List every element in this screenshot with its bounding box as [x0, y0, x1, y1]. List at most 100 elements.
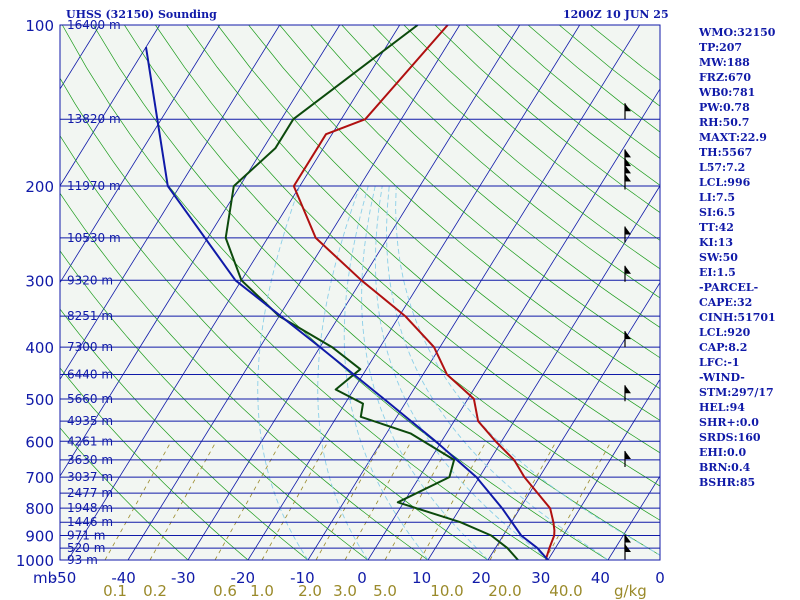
mixing-ratio-line [544, 441, 612, 560]
sounding-index-item: BSHR:85 [699, 476, 756, 489]
isotherm-line [67, 25, 401, 560]
pressure-tick-label: 300 [25, 272, 54, 290]
temperature-tick-label: -10 [290, 569, 315, 587]
mixing-ratio-line [149, 441, 217, 560]
sounding-index-item: CINH:51701 [699, 311, 776, 324]
mixing-ratio-label: 20.0 [488, 582, 521, 600]
height-label: 1948 m [67, 501, 113, 515]
temperature-tick-label: 30 [531, 569, 550, 587]
plot-area [60, 25, 660, 560]
wind-barb-flag [625, 544, 631, 552]
sounding-index-item: -PARCEL- [699, 281, 759, 294]
temperature-tick-label: 0 [655, 569, 665, 587]
mixing-ratio-line [384, 441, 452, 560]
temperature-tick-label: -50 [52, 569, 77, 587]
height-label: 1446 m [67, 515, 113, 529]
sounding-index-item: HEL:94 [699, 401, 745, 414]
wind-barb-flag [625, 331, 631, 340]
mixing-ratio-unit-label: g/kg [614, 582, 647, 600]
sounding-index-item: TH:5567 [699, 146, 753, 159]
wind-barb-flag [625, 158, 631, 167]
sounding-index-item: STM:297/17 [699, 386, 774, 399]
wind-barb-layer [624, 103, 631, 560]
sounding-index-item: WMO:32150 [699, 26, 776, 39]
pressure-tick-label: 700 [25, 469, 54, 487]
height-label: 5660 m [67, 392, 113, 406]
wind-barb-flag [625, 165, 631, 174]
wind-barb-flag [625, 173, 631, 182]
mixing-ratio-label: 5.0 [373, 582, 397, 600]
sounding-index-item: BRN:0.4 [699, 461, 751, 474]
mixing-ratio-line [261, 441, 329, 560]
sounding-index-item: SI:6.5 [699, 206, 736, 219]
height-label: 7300 m [67, 340, 113, 354]
temperature-tick-label: 20 [472, 569, 491, 587]
wind-barb-flag [625, 385, 631, 394]
dewpoint-profile [224, 25, 519, 560]
temperature-profile [292, 25, 556, 558]
mixing-ratio-label: 10.0 [430, 582, 463, 600]
mixing-ratio-line [315, 441, 383, 560]
isotherm-line [187, 25, 521, 560]
sounding-index-item: LCL:996 [699, 176, 751, 189]
sounding-index-item: TP:207 [699, 41, 743, 54]
isotherm-line [60, 25, 341, 477]
temperature-tick-label: -20 [231, 569, 256, 587]
sounding-index-item: L57:7.2 [699, 161, 746, 174]
height-label: 9320 m [67, 273, 113, 287]
wind-barb-flag [625, 103, 631, 112]
sounding-index-item: MAXT:22.9 [699, 131, 767, 144]
height-label: 4261 m [67, 434, 113, 448]
series-layer [145, 25, 556, 560]
pressure-tick-label: 900 [25, 528, 54, 546]
pressure-tick-label: 100 [25, 17, 54, 35]
sounding-index-item: PW:0.78 [699, 101, 750, 114]
isotherm-line [487, 281, 660, 560]
sounding-index-item: LCL:920 [699, 326, 751, 339]
pressure-unit-label: mb [33, 569, 57, 587]
mixing-ratio-label: 1.0 [250, 582, 274, 600]
wind-barb-flag [625, 265, 631, 274]
mixing-ratio-line [214, 441, 282, 560]
station-title: UHSS (32150) Sounding [66, 8, 217, 21]
height-label: 3037 m [67, 470, 113, 484]
sounding-index-item: CAPE:32 [699, 296, 753, 309]
temperature-tick-label: 0 [357, 569, 367, 587]
sounding-index-item: LI:7.5 [699, 191, 736, 204]
mixing-ratio-label: 0.6 [213, 582, 237, 600]
height-label: 13820 m [67, 112, 121, 126]
isotherm-line [367, 88, 660, 560]
temperature-tick-label: -30 [171, 569, 196, 587]
wind-barb-flag [625, 226, 631, 235]
sounding-index-item: SHR+:0.0 [699, 416, 759, 429]
isotherm-line [788, 25, 800, 560]
mixing-ratio-label: 2.0 [298, 582, 322, 600]
isotherm-line [127, 25, 461, 560]
mixing-ratio-label: 40.0 [549, 582, 582, 600]
height-label: 8251 m [67, 309, 113, 323]
pressure-tick-label: 400 [25, 339, 54, 357]
height-label: 971 m [67, 529, 105, 543]
isotherm-line [60, 25, 281, 381]
isotherm-line [247, 25, 581, 560]
isotherm-line [60, 25, 161, 187]
isotherm-line [427, 185, 660, 560]
height-label: 4935 m [67, 414, 113, 428]
plot-frame [59, 24, 661, 561]
wind-barb-flag [625, 450, 631, 459]
observation-time: 1200Z 10 JUN 25 [563, 8, 669, 21]
mixing-ratio-label: 0.2 [143, 582, 167, 600]
sounding-index-item: -WIND- [699, 371, 745, 384]
sounding-index-item: MW:188 [699, 56, 750, 69]
pressure-tick-label: 200 [25, 178, 54, 196]
mixing-ratio-line [419, 441, 487, 560]
wind-barb-flag [625, 149, 631, 158]
sounding-indices-panel: WMO:32150 TP:207 MW:188 FRZ:670 WB0:781 PW:0.… [699, 25, 776, 490]
temperature-tick-label: -40 [111, 569, 136, 587]
mixing-ratio-label: 0.1 [103, 582, 127, 600]
height-label: 2477 m [67, 486, 113, 500]
mixing-ratio-label: 3.0 [333, 582, 357, 600]
pressure-tick-label: 1000 [16, 552, 54, 570]
